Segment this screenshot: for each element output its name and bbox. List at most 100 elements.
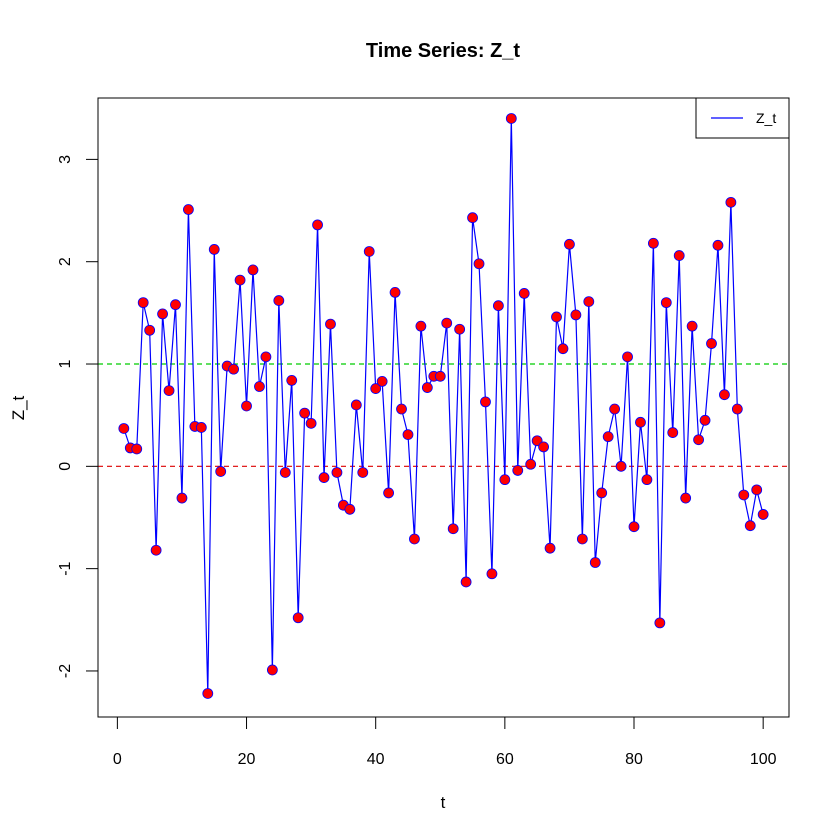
data-point [518,288,530,299]
data-point [357,467,369,478]
data-point [544,542,556,554]
y-tick-label: -1 [57,561,74,575]
data-point [312,219,323,231]
data-point [286,374,298,386]
data-point [673,250,685,261]
x-tick-label: 0 [113,751,122,768]
data-point [376,376,388,387]
data-point [131,443,143,455]
data-point [241,400,252,412]
data-point [660,297,672,309]
data-point [344,503,356,515]
data-point [628,521,640,533]
x-tick-label: 60 [496,751,514,768]
data-point [725,196,737,208]
y-tick-label: 0 [57,462,74,471]
data-point [279,467,291,478]
data-point [641,474,653,486]
data-point [738,489,750,501]
data-point [137,297,149,309]
data-point [731,403,743,415]
data-point [318,472,330,483]
plot-frame [97,97,790,718]
chart-title: Time Series: Z_t [366,40,520,62]
data-point [460,576,472,588]
data-point [176,492,188,504]
data-point [402,429,414,441]
data-point [751,484,763,496]
data-point [215,466,227,477]
data-point [512,465,524,476]
y-tick-label: -2 [57,664,74,678]
data-point [260,351,272,363]
data-point [247,264,259,276]
data-point [596,487,608,499]
data-point [350,399,362,411]
data-point [744,520,756,532]
data-point [195,422,207,433]
data-point [383,487,395,499]
data-point [273,295,285,306]
data-point [719,389,730,401]
data-point [635,416,646,428]
y-tick-label: 2 [57,257,74,266]
data-point [409,533,420,545]
data-point [441,317,453,329]
x-tick-label: 40 [367,751,385,768]
data-point [538,441,549,453]
data-point [266,664,278,676]
data-point [305,417,317,429]
data-point [434,370,446,382]
data-point [602,431,614,443]
data-point [118,423,130,434]
data-point [757,509,769,520]
y-tick-label: 3 [57,155,74,164]
data-point [454,323,466,335]
x-tick-label: 20 [238,751,256,768]
data-point [234,274,246,286]
data-point [686,320,698,332]
data-point [389,286,401,298]
data-point [699,414,711,426]
x-axis: 0 20 40 60 80 100 [113,716,777,768]
data-point [415,320,427,332]
data-point [693,434,704,446]
series-layer [118,113,769,699]
legend-label: Z_t [756,110,776,126]
data-point [254,381,265,392]
data-point [551,311,562,323]
data-point [583,296,595,308]
data-point [447,523,459,535]
data-point [557,343,569,355]
data-point [615,460,627,472]
data-point [499,474,511,486]
data-point [570,309,582,321]
data-point [525,458,537,470]
data-point [712,239,724,251]
data-point [370,383,382,394]
data-point [228,363,240,375]
reference-lines [98,363,789,467]
data-point [150,544,162,556]
data-point [505,113,517,124]
data-point [421,382,433,393]
data-point [170,299,181,311]
data-point [363,246,375,257]
data-point [622,351,633,363]
data-point [480,396,491,408]
series-line [123,117,764,695]
data-point [292,612,304,624]
data-point [325,318,336,330]
x-tick-label: 80 [625,751,643,768]
x-axis-label: t [441,793,446,812]
data-point [157,308,168,320]
y-tick-label: 1 [57,359,74,368]
data-point [202,688,214,699]
data-point [654,617,666,629]
data-point [589,557,601,568]
y-axis: -2 -1 0 1 2 3 [57,155,99,678]
data-point [144,324,156,336]
data-point [680,492,692,504]
x-tick-label: 100 [750,751,777,768]
